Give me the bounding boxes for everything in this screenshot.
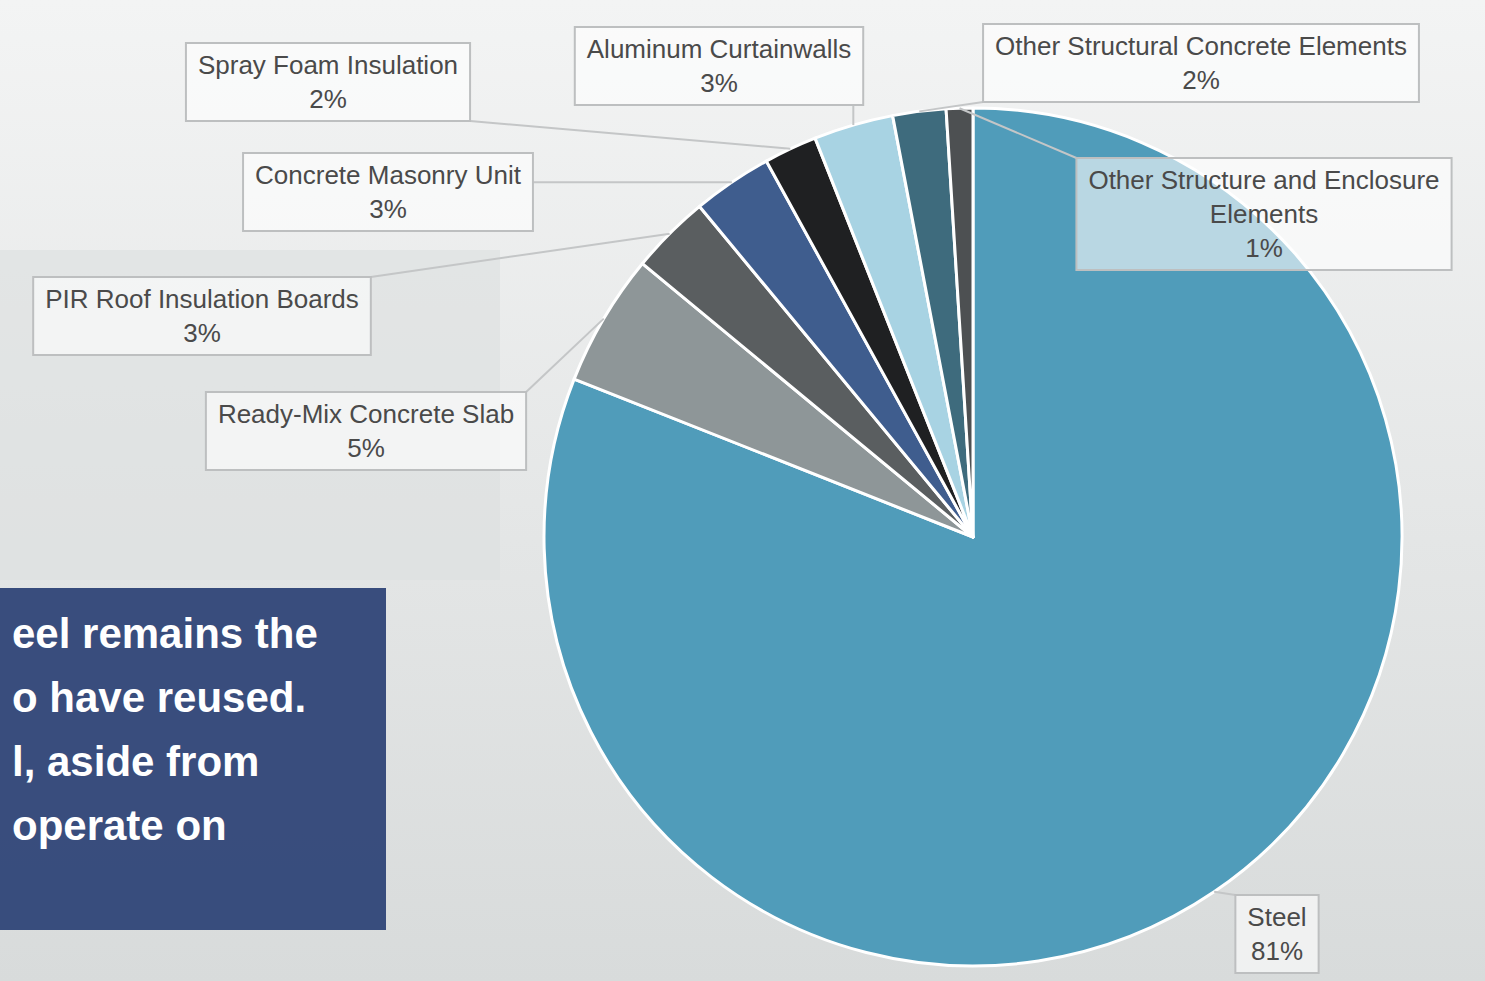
category-label: Other Structural Concrete Elements xyxy=(995,31,1407,61)
label-box xyxy=(33,277,371,355)
category-label: Ready-Mix Concrete Slab xyxy=(218,399,514,429)
category-label: Spray Foam Insulation xyxy=(198,50,458,80)
value-label: 1% xyxy=(1245,233,1283,263)
category-label: Other Structure and Enclosure xyxy=(1088,165,1439,195)
label-box xyxy=(1235,895,1318,973)
value-label: 2% xyxy=(309,84,347,114)
background xyxy=(0,0,1485,981)
leader-line xyxy=(470,121,790,149)
annotation: l, aside from xyxy=(12,738,259,785)
label-box xyxy=(575,27,863,105)
leader-line xyxy=(371,234,670,277)
value-label: 3% xyxy=(700,68,738,98)
label-box xyxy=(1076,158,1451,270)
category-label: Elements xyxy=(1210,199,1318,229)
pie-slice xyxy=(893,109,973,537)
value-label: 3% xyxy=(369,194,407,224)
label-box xyxy=(243,153,533,231)
pie xyxy=(544,108,1402,966)
category-label: Steel xyxy=(1247,902,1306,932)
leader-line xyxy=(919,102,983,111)
label-box xyxy=(983,24,1419,102)
leader-line xyxy=(533,181,732,183)
annotation: o have reused. xyxy=(12,674,306,721)
pie-slice xyxy=(946,108,973,537)
category-label: Aluminum Curtainwalls xyxy=(587,34,851,64)
callout: eel remains the o have reused. l, aside fr… xyxy=(0,588,386,930)
value-label: 2% xyxy=(1182,65,1220,95)
chart-root: Steel 81% Ready-Mix Concrete Slab 5% PIR Roo… xyxy=(0,0,1485,981)
pie-slice xyxy=(544,108,1402,966)
callout-box xyxy=(0,588,386,930)
leader-line xyxy=(526,319,604,392)
leader-line xyxy=(1214,892,1235,895)
category-label: PIR Roof Insulation Boards xyxy=(45,284,359,314)
annotation: eel remains the xyxy=(12,610,318,657)
label-box xyxy=(186,43,470,121)
label-box xyxy=(206,392,526,470)
category-label: Concrete Masonry Unit xyxy=(255,160,522,190)
value-label: 81% xyxy=(1251,936,1303,966)
value-label: 3% xyxy=(183,318,221,348)
annotation: operate on xyxy=(12,802,227,849)
leader-line xyxy=(852,105,854,125)
leader-line xyxy=(960,108,1077,158)
value-label: 5% xyxy=(347,433,385,463)
